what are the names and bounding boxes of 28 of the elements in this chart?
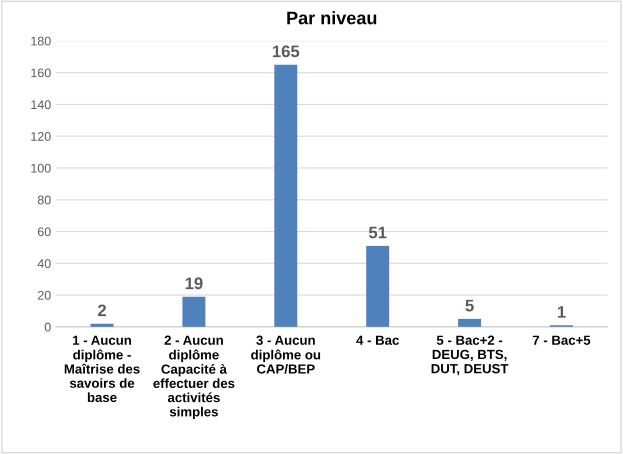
bar (366, 246, 390, 327)
bar (90, 324, 114, 327)
data-label: 1 (558, 306, 566, 318)
y-tick-label: 40 (38, 259, 51, 268)
y-tick-label: 120 (31, 132, 51, 141)
x-tick-label: 5 - Bac+2 - DEUG, BTS, DUT, DEUST (432, 336, 508, 376)
bar (458, 318, 482, 327)
chart-title: Par niveau (287, 11, 376, 24)
y-tick-label: 0 (44, 322, 51, 332)
data-label: 19 (186, 277, 203, 290)
data-label: 2 (98, 304, 106, 316)
y-tick-label: 80 (38, 196, 51, 204)
y-tick-label: 20 (38, 290, 51, 300)
x-tick-label: 1 - Aucun diplôme - Maîtrise des savoirs de base (64, 336, 140, 402)
data-label: 5 (465, 300, 474, 312)
x-tick-label: 3 - Aucun diplôme ou CAP/BEP (251, 336, 320, 374)
y-tick-label: 60 (38, 227, 51, 236)
x-tick-label: 2 - Aucun diplôme Capacité à effectuer des activités simples (153, 336, 234, 420)
data-label: 165 (272, 45, 300, 58)
y-tick-label: 180 (31, 36, 51, 46)
y-tick-label: 100 (31, 164, 51, 173)
bar (182, 296, 206, 327)
bar (274, 64, 298, 327)
y-tick-label: 160 (31, 68, 51, 78)
data-label: 51 (368, 226, 386, 238)
x-tick-label: 4 - Bac (356, 336, 399, 345)
y-tick-label: 140 (31, 100, 51, 110)
x-tick-label: 7 - Bac+5 (532, 336, 590, 345)
